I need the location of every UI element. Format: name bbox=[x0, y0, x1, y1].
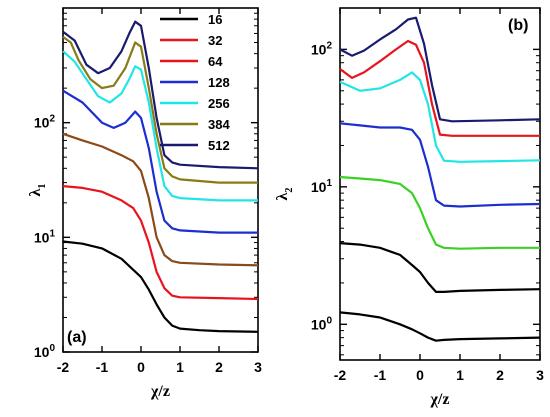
legend-label: 16 bbox=[208, 12, 222, 27]
y-axis-title: λ1 bbox=[27, 184, 48, 197]
x-tick-label: 3 bbox=[254, 359, 262, 375]
legend-label: 512 bbox=[208, 138, 230, 153]
y-axis-subscript: 1 bbox=[37, 184, 48, 189]
panel-label: (b) bbox=[508, 17, 528, 34]
y-tick-base: 10 bbox=[311, 179, 327, 195]
series-line-16 bbox=[62, 240, 259, 333]
y-tick-label: 101 bbox=[34, 228, 56, 245]
series-line-4 bbox=[339, 122, 541, 208]
series-line-6 bbox=[339, 39, 540, 137]
series-line-128 bbox=[62, 89, 258, 234]
y-tick-exponent: 0 bbox=[49, 343, 55, 354]
y-axis-subscript: 2 bbox=[284, 188, 295, 193]
y-axis-symbol: λ bbox=[27, 188, 44, 196]
legend: 16 32 64 128 256 384 512 bbox=[160, 12, 230, 153]
y-axis-symbol: λ bbox=[274, 192, 291, 200]
x-tick-label: 1 bbox=[176, 359, 184, 375]
y-tick-label: 101 bbox=[311, 178, 333, 195]
series-line-64 bbox=[62, 132, 259, 267]
y-tick-exponent: 2 bbox=[326, 40, 332, 51]
x-tick-label: 0 bbox=[137, 359, 145, 375]
legend-label: 256 bbox=[208, 96, 230, 111]
series-line-512 bbox=[62, 20, 259, 170]
x-tick-label: -2 bbox=[57, 359, 70, 375]
plot-frame bbox=[339, 7, 541, 361]
x-axis-title: χ/z bbox=[150, 383, 170, 400]
series-line-1 bbox=[339, 311, 541, 342]
y-tick-label: 102 bbox=[311, 40, 333, 57]
x-tick-label: -2 bbox=[334, 367, 347, 383]
series-line-3 bbox=[339, 175, 540, 250]
legend-label: 128 bbox=[208, 75, 230, 90]
panel-label: (a) bbox=[67, 329, 87, 346]
legend-label: 384 bbox=[208, 117, 230, 132]
y-tick-exponent: 2 bbox=[49, 114, 55, 125]
y-tick-label: 100 bbox=[311, 315, 333, 332]
y-tick-label: 100 bbox=[34, 343, 56, 360]
x-tick-label: -1 bbox=[374, 367, 387, 383]
series-line-384 bbox=[62, 36, 258, 184]
x-tick-label: 2 bbox=[215, 359, 223, 375]
series-line-7 bbox=[339, 16, 541, 123]
y-tick-base: 10 bbox=[311, 316, 327, 332]
x-axis-title: χ/z bbox=[430, 391, 450, 408]
y-tick-base: 10 bbox=[34, 115, 50, 131]
series-line-5 bbox=[339, 71, 541, 163]
legend-label: 32 bbox=[208, 33, 222, 48]
x-tick-label: 2 bbox=[496, 367, 504, 383]
x-tick-label: 3 bbox=[536, 367, 544, 383]
series-line-256 bbox=[62, 50, 258, 202]
y-tick-base: 10 bbox=[34, 229, 50, 245]
x-tick-label: 1 bbox=[456, 367, 464, 383]
series-line-2 bbox=[339, 242, 541, 293]
y-tick-exponent: 1 bbox=[326, 178, 332, 189]
legend-label: 64 bbox=[208, 54, 223, 69]
y-tick-exponent: 0 bbox=[326, 315, 332, 326]
y-tick-label: 102 bbox=[34, 114, 56, 131]
plot-frame bbox=[62, 7, 259, 353]
panel-a: -2 -1 0 1 2 3100101102χ/zλ1(a)163264128256384… bbox=[27, 7, 262, 400]
y-tick-base: 10 bbox=[34, 344, 50, 360]
x-tick-label: -1 bbox=[96, 359, 109, 375]
x-tick-label: 0 bbox=[416, 367, 424, 383]
y-tick-exponent: 1 bbox=[49, 228, 55, 239]
y-axis-title: λ2 bbox=[274, 188, 295, 201]
y-tick-base: 10 bbox=[311, 41, 327, 57]
series-line-32 bbox=[62, 185, 259, 301]
